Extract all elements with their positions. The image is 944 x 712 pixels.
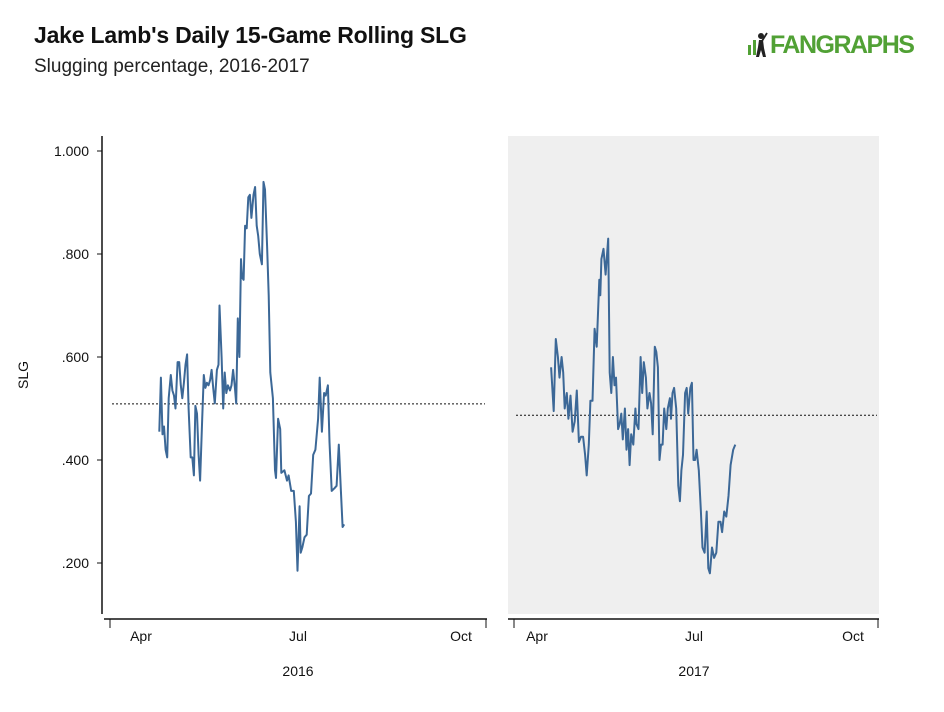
y-tick-label: 1.000 [54, 143, 89, 159]
x-tick-label: Apr [526, 628, 548, 644]
batter-logo-icon [748, 32, 768, 57]
chart-subtitle: Slugging percentage, 2016-2017 [34, 56, 310, 77]
y-tick-label: .800 [62, 246, 89, 262]
panel-2017-background [508, 136, 879, 614]
x-tick-label: Oct [842, 628, 864, 644]
logo-wordmark: FANGRAPHS [770, 30, 915, 59]
chart-title: Jake Lamb's Daily 15-Game Rolling SLG [34, 22, 467, 48]
y-axis-title: SLG [15, 361, 31, 389]
panel-year-label: 2016 [282, 663, 313, 679]
slg-series-line-2017 [550, 237, 737, 575]
y-tick-label: .600 [62, 349, 89, 365]
y-tick-label: .200 [62, 555, 89, 571]
x-tick-label: Jul [289, 628, 307, 644]
fangraphs-logo: FANGRAPHS [746, 30, 915, 60]
x-tick-label: Apr [130, 628, 152, 644]
x-tick-label: Jul [685, 628, 703, 644]
panel-year-label: 2017 [678, 663, 709, 679]
slg-series-line-2016 [158, 180, 346, 572]
y-tick-label: .400 [62, 452, 89, 468]
x-tick-label: Oct [450, 628, 472, 644]
